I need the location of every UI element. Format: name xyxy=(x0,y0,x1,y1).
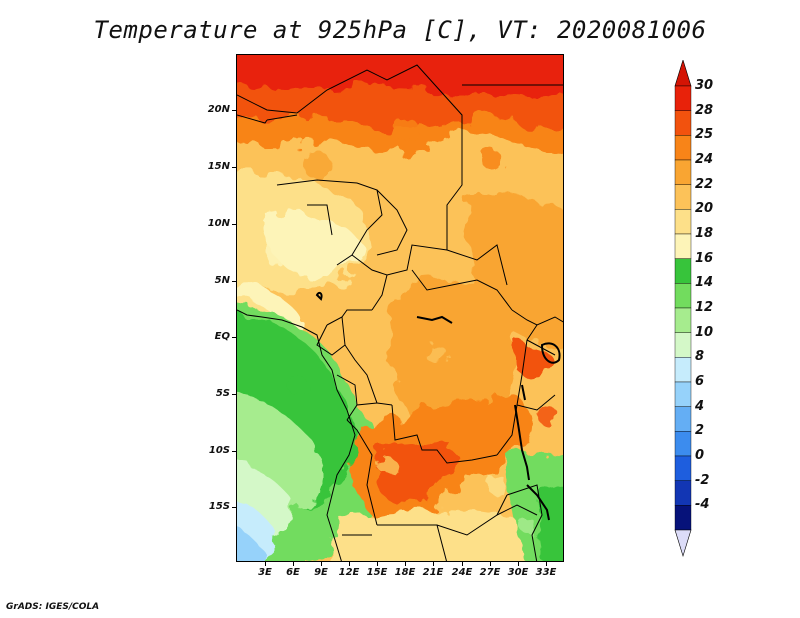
colorbar-label: 18 xyxy=(695,226,714,241)
lon-label: 15E xyxy=(366,567,388,578)
colorbar-label: 12 xyxy=(695,300,714,315)
lat-label: 15N xyxy=(207,161,230,172)
lon-tick xyxy=(349,561,350,566)
colorbar-label: 2 xyxy=(695,423,705,439)
lon-tick xyxy=(490,561,491,566)
colorbar-label: 28 xyxy=(695,102,714,118)
lat-label: 10N xyxy=(207,218,230,229)
lat-label: 15S xyxy=(208,501,230,512)
colorbar-segment xyxy=(674,357,692,383)
lat-tick xyxy=(232,451,237,452)
colorbar-label: 4 xyxy=(695,398,705,414)
country-borders xyxy=(237,64,563,561)
lon-label: 33E xyxy=(535,567,557,578)
colorbar-segment xyxy=(674,406,692,432)
lon-tick xyxy=(293,561,294,566)
lon-label: 30E xyxy=(507,567,529,578)
colorbar-label: -4 xyxy=(695,497,710,513)
lat-tick xyxy=(232,507,237,508)
coastline xyxy=(237,309,356,561)
credit-text: GrADS: IGES/COLA xyxy=(6,602,100,612)
colorbar-label: 16 xyxy=(695,250,714,266)
lakes xyxy=(315,291,561,521)
colorbar-top-arrow xyxy=(674,60,692,87)
lon-label: 21E xyxy=(422,567,444,578)
colorbar-segment xyxy=(674,480,692,506)
colorbar-label: 20 xyxy=(695,201,714,217)
colorbar-label: -2 xyxy=(695,472,710,488)
lon-tick xyxy=(518,561,519,566)
colorbar-label: 22 xyxy=(695,176,714,192)
colorbar-label: 6 xyxy=(695,374,705,389)
map-title: Temperature at 925hPa [C], VT: 202008100… xyxy=(93,16,707,44)
lat-label: 20N xyxy=(207,104,230,115)
lon-label: 9E xyxy=(314,567,328,578)
colorbar-segment xyxy=(674,258,692,284)
colorbar-segment xyxy=(674,455,692,481)
colorbar-label: 10 xyxy=(695,324,714,340)
lon-tick xyxy=(265,561,266,566)
colorbar-label: 0 xyxy=(695,448,705,463)
lon-tick xyxy=(405,561,406,566)
fine-speckle xyxy=(265,118,557,533)
lat-label: 5N xyxy=(214,275,230,286)
lat-tick xyxy=(232,224,237,225)
colorbar-segments xyxy=(674,85,692,531)
lat-label: EQ xyxy=(214,331,230,342)
lat-tick xyxy=(232,110,237,111)
lat-label: 10S xyxy=(208,445,230,456)
lon-tick xyxy=(377,561,378,566)
colorbar-segment xyxy=(674,307,692,333)
colorbar-segment xyxy=(674,209,692,235)
lat-tick xyxy=(232,281,237,282)
lat-label: 5S xyxy=(215,388,230,399)
colorbar-segment xyxy=(674,110,692,136)
colorbar-bottom-arrow xyxy=(674,529,692,558)
colorbar-segment xyxy=(674,184,692,210)
lon-label: 6E xyxy=(286,567,300,578)
colorbar-segment xyxy=(674,85,692,111)
lon-tick xyxy=(546,561,547,566)
lon-label: 24E xyxy=(451,567,473,578)
colorbar-segment xyxy=(674,135,692,161)
lon-label: 27E xyxy=(479,567,501,578)
lon-label: 3E xyxy=(258,567,272,578)
lat-tick xyxy=(232,394,237,395)
colorbar-label: 25 xyxy=(695,127,714,143)
colorbar-label: 30 xyxy=(695,78,714,93)
colorbar-segment xyxy=(674,431,692,457)
colorbar-segment xyxy=(674,332,692,358)
temperature-map xyxy=(236,54,564,562)
lon-tick xyxy=(462,561,463,566)
colorbar-segment xyxy=(674,233,692,259)
lat-tick xyxy=(232,167,237,168)
colorbar-segment xyxy=(674,505,692,531)
lon-tick xyxy=(433,561,434,566)
lat-tick xyxy=(232,337,237,338)
lon-label: 18E xyxy=(394,567,416,578)
colorbar-segment xyxy=(674,381,692,407)
colorbar-label: 8 xyxy=(695,349,705,365)
colorbar-segment xyxy=(674,283,692,309)
lon-label: 12E xyxy=(338,567,360,578)
colorbar-label: 24 xyxy=(695,152,714,167)
colorbar-segment xyxy=(674,159,692,185)
lon-tick xyxy=(321,561,322,566)
colorbar xyxy=(674,60,692,558)
colorbar-label: 14 xyxy=(695,275,714,291)
